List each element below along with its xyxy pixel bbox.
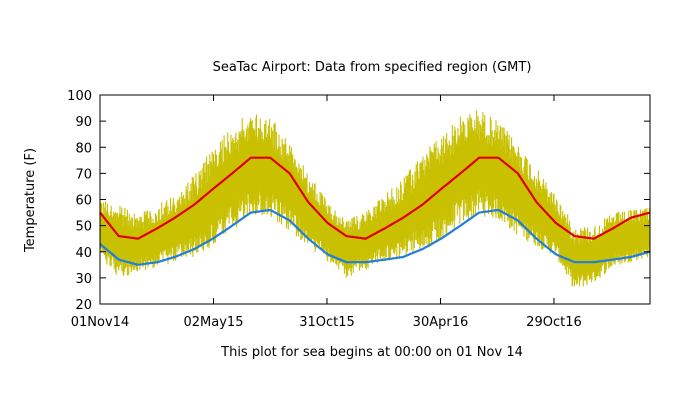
y-tick-label: 90 <box>75 115 92 130</box>
y-tick-label: 40 <box>75 246 92 261</box>
observed-range-series <box>100 110 650 287</box>
x-tick-label: 30Apr16 <box>413 315 469 330</box>
x-tick-label: 29Oct16 <box>526 315 582 330</box>
y-tick-label: 80 <box>75 141 92 156</box>
axes: 20 30 40 50 60 70 80 90 100 01Nov14 02May15 31Oct15… <box>67 89 651 330</box>
plot-area <box>99 110 651 287</box>
y-tick-label: 100 <box>67 89 92 104</box>
observed-temperature-bars <box>100 110 650 287</box>
x-tick-label: 02May15 <box>184 315 244 330</box>
y-tick-label: 30 <box>75 272 92 287</box>
x-axis-title: This plot for sea begins at 00:00 on 01 … <box>220 345 523 360</box>
x-tick-label: 31Oct15 <box>299 315 355 330</box>
x-tick-label: 01Nov14 <box>71 315 129 330</box>
y-tick-label: 20 <box>75 298 92 313</box>
y-tick-label: 60 <box>75 194 92 209</box>
normal-low-line <box>99 208 651 266</box>
chart-title: SeaTac Airport: Data from specified regi… <box>213 60 532 75</box>
normal-high-line <box>99 156 651 240</box>
y-tick-label: 50 <box>75 220 92 235</box>
y-tick-label: 70 <box>75 167 92 182</box>
y-axis-title: Temperature (F) <box>23 148 38 253</box>
